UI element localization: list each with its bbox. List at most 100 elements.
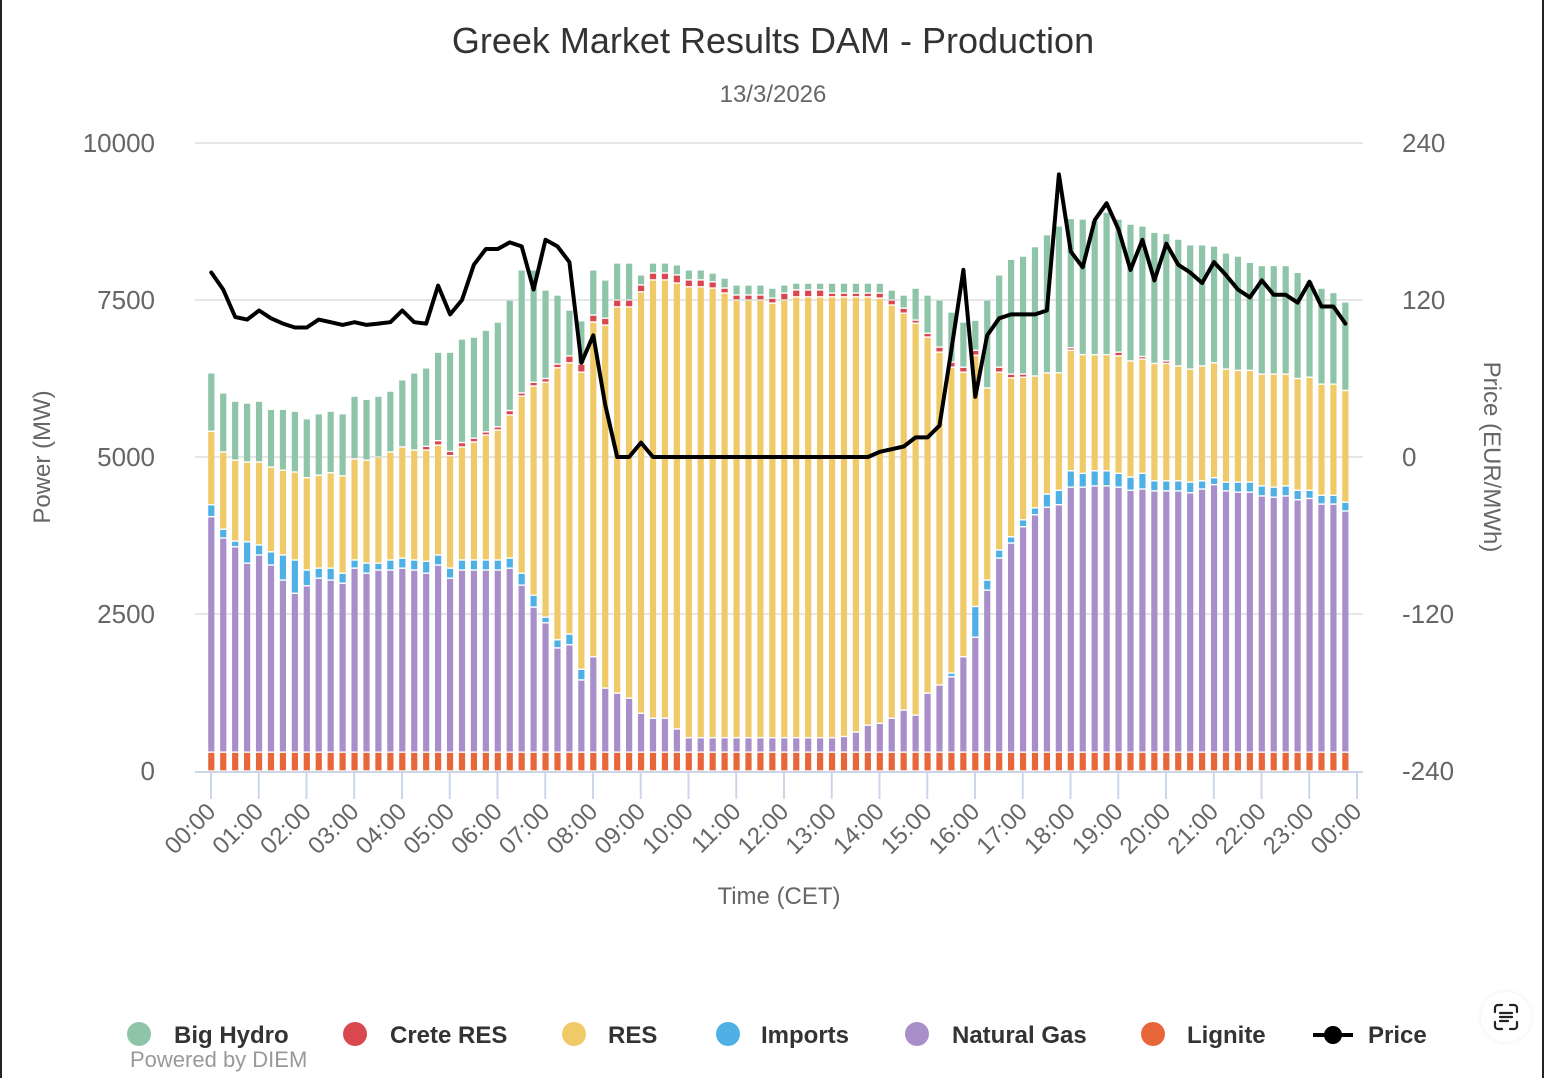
bar-crete-res bbox=[828, 293, 836, 297]
bar-big-hydro bbox=[912, 288, 919, 320]
bar-natural-gas bbox=[220, 538, 227, 752]
bar-lignite bbox=[411, 752, 418, 771]
scan-text-button[interactable] bbox=[1481, 992, 1531, 1042]
bar-imports bbox=[279, 555, 287, 580]
bar-big-hydro bbox=[936, 300, 943, 347]
bar-natural-gas bbox=[255, 555, 263, 752]
legend-label: Lignite bbox=[1187, 1022, 1266, 1049]
bar-res bbox=[1342, 391, 1349, 502]
x-tick-label: 03:00 bbox=[303, 798, 365, 860]
bar-res bbox=[936, 352, 943, 685]
bar-big-hydro bbox=[661, 263, 669, 273]
legend-item-imports[interactable]: Imports bbox=[716, 1022, 849, 1049]
bar-natural-gas bbox=[530, 607, 537, 752]
credits-link[interactable]: Powered by DIEM bbox=[130, 1047, 307, 1072]
legend-item-res[interactable]: RES bbox=[562, 1022, 657, 1049]
bar-crete-res bbox=[578, 364, 585, 372]
bar-lignite bbox=[375, 752, 382, 771]
bar-lignite bbox=[494, 752, 501, 771]
legend-item-big-hydro[interactable]: Big Hydro bbox=[127, 1022, 289, 1049]
legend-label: Imports bbox=[761, 1022, 849, 1049]
bar-big-hydro bbox=[1055, 226, 1062, 373]
bar-res bbox=[805, 297, 812, 738]
bar-natural-gas bbox=[661, 718, 669, 752]
bar-big-hydro bbox=[506, 300, 513, 410]
x-tick-label: 05:00 bbox=[398, 798, 460, 860]
bar-res bbox=[446, 456, 454, 568]
bar-natural-gas bbox=[673, 729, 680, 752]
bar-natural-gas bbox=[912, 715, 919, 752]
bar-crete-res bbox=[996, 367, 1003, 372]
bar-crete-res bbox=[518, 393, 525, 396]
bar-imports bbox=[1055, 490, 1062, 505]
bar-lignite bbox=[793, 752, 800, 771]
bar-natural-gas bbox=[721, 738, 728, 752]
bar-lignite bbox=[1258, 752, 1265, 771]
bar-lignite bbox=[745, 752, 752, 771]
bar-natural-gas bbox=[745, 738, 752, 752]
bar-natural-gas bbox=[1330, 504, 1337, 752]
y-tick-label: 10000 bbox=[83, 128, 155, 158]
bar-imports bbox=[220, 529, 227, 538]
bar-lignite bbox=[303, 752, 310, 771]
bar-lignite bbox=[697, 752, 704, 771]
x-tick-label: 06:00 bbox=[446, 798, 508, 860]
bar-natural-gas bbox=[1294, 500, 1301, 752]
bar-big-hydro bbox=[721, 278, 728, 288]
legend-item-natural-gas[interactable]: Natural Gas bbox=[905, 1022, 1087, 1049]
bar-lignite bbox=[1019, 752, 1027, 771]
bar-lignite bbox=[912, 752, 919, 771]
bar-lignite bbox=[590, 752, 597, 771]
left-axis-labels: 0 2500 5000 7500 10000 bbox=[83, 128, 155, 786]
x-tick-label: 11:00 bbox=[686, 798, 746, 858]
bar-res bbox=[793, 297, 800, 738]
bar-crete-res bbox=[649, 273, 657, 280]
bar-imports bbox=[446, 568, 454, 578]
bar-lignite bbox=[1139, 752, 1146, 771]
bar-imports bbox=[303, 570, 310, 586]
bar-big-hydro bbox=[1306, 281, 1313, 377]
legend-item-crete-res[interactable]: Crete RES bbox=[343, 1022, 507, 1049]
bar-imports bbox=[984, 580, 991, 590]
bar-res bbox=[1246, 371, 1253, 482]
bar-natural-gas bbox=[1043, 507, 1051, 752]
bar-big-hydro bbox=[255, 401, 263, 462]
bar-lignite bbox=[1330, 752, 1337, 771]
bar-lignite bbox=[1318, 752, 1325, 771]
bar-imports bbox=[399, 558, 406, 568]
legend-item-price[interactable]: Price bbox=[1313, 1022, 1427, 1049]
bar-big-hydro bbox=[1199, 245, 1206, 366]
bar-natural-gas bbox=[936, 685, 943, 752]
chart-title: Greek Market Results DAM - Production bbox=[452, 20, 1094, 61]
bar-lignite bbox=[387, 752, 394, 771]
x-tick-label: 12:00 bbox=[733, 798, 795, 860]
bar-natural-gas bbox=[458, 570, 466, 752]
bar-lignite bbox=[1008, 752, 1015, 771]
bar-lignite bbox=[423, 752, 430, 771]
bar-res bbox=[721, 293, 728, 738]
bar-lignite bbox=[244, 752, 251, 771]
bar-imports bbox=[1175, 481, 1182, 491]
bar-lignite bbox=[267, 752, 275, 771]
bar-big-hydro bbox=[1103, 212, 1110, 354]
bar-lignite bbox=[458, 752, 466, 771]
bar-big-hydro bbox=[1282, 266, 1289, 374]
bar-imports bbox=[1210, 478, 1218, 484]
x-tick-label: 09:00 bbox=[589, 798, 651, 860]
legend-label: Crete RES bbox=[390, 1022, 507, 1049]
bar-big-hydro bbox=[303, 419, 310, 478]
bar-crete-res bbox=[446, 452, 454, 456]
bar-big-hydro bbox=[542, 290, 549, 378]
legend-item-lignite[interactable]: Lignite bbox=[1141, 1022, 1266, 1049]
bar-lignite bbox=[1067, 752, 1074, 771]
bar-big-hydro bbox=[244, 403, 251, 462]
bar-natural-gas bbox=[984, 590, 991, 752]
bar-big-hydro bbox=[1246, 263, 1253, 370]
bar-lignite bbox=[1043, 752, 1051, 771]
bar-res bbox=[996, 372, 1003, 550]
bar-natural-gas bbox=[876, 723, 883, 752]
bar-big-hydro bbox=[530, 270, 537, 382]
bar-big-hydro bbox=[972, 320, 979, 350]
bar-lignite bbox=[363, 752, 370, 771]
